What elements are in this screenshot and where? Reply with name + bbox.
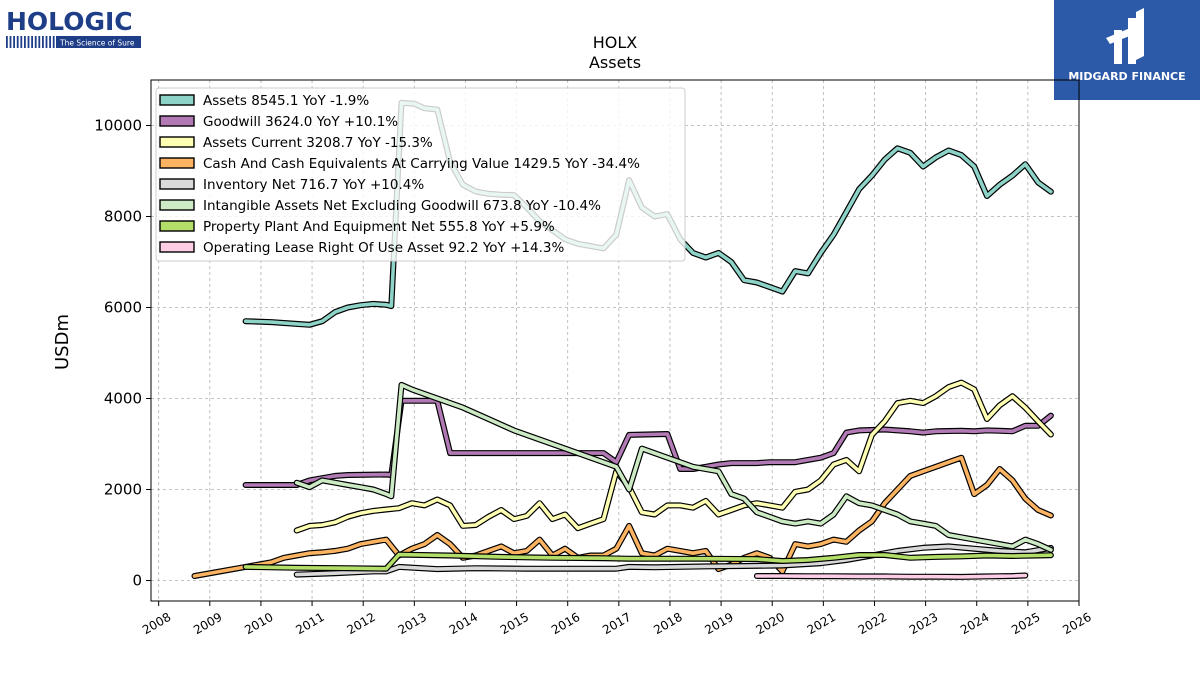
y-axis-label: USDm <box>52 314 73 370</box>
series-line-inventory-net <box>294 544 1053 577</box>
hologic-logo-wordmark: HOLOGIC <box>6 7 133 36</box>
legend-entry: Property Plant And Equipment Net 555.8 Y… <box>159 219 555 235</box>
hologic-logo-barcode <box>6 36 55 48</box>
hologic-logo: HOLOGIC The Science of Sure <box>4 4 154 52</box>
y-tick-label: 2000 <box>104 481 142 499</box>
y-tick-label: 4000 <box>104 390 142 408</box>
legend-swatch <box>159 220 195 232</box>
legend-entry: Intangible Assets Net Excluding Goodwill… <box>159 198 601 214</box>
hologic-tagline-bar <box>56 36 141 48</box>
series-property-plant-and-equipment-net <box>242 551 1054 572</box>
series-assets-current <box>293 379 1054 534</box>
legend-entry: Inventory Net 716.7 YoY +10.4% <box>159 177 424 193</box>
x-tick-label: 2016 <box>549 610 582 637</box>
legend-entry: Operating Lease Right Of Use Asset 92.2 … <box>159 240 564 256</box>
series-line-operating-lease-right-of-use-asset <box>755 573 1028 579</box>
x-tick-label: 2026 <box>1060 610 1093 637</box>
x-tick-label: 2015 <box>498 610 531 637</box>
series-intangible-assets-net-excluding-goodwill <box>293 381 1054 553</box>
series-cash-and-cash-equivalents-at-carrying-value <box>191 454 1054 579</box>
midgard-logo-emblem <box>1106 8 1144 64</box>
x-tick-label: 2024 <box>958 610 991 637</box>
series-line-property-plant-and-equipment-net <box>243 552 1053 571</box>
plot-frame <box>150 79 1080 602</box>
legend-swatch <box>159 115 195 127</box>
chart-subtitle: Assets <box>589 53 641 72</box>
legend-label: Assets 8545.1 YoY -1.9% <box>203 93 369 109</box>
series-line-cash-and-cash-equivalents-at-carrying-value <box>192 455 1053 578</box>
barcode-bar <box>6 36 8 48</box>
series-line-intangible-assets-net-excluding-goodwill <box>294 383 1053 552</box>
x-tick-label: 2009 <box>191 610 224 637</box>
x-tick-label: 2014 <box>447 610 480 637</box>
series-line-assets-current <box>294 380 1053 533</box>
series-goodwill <box>242 397 1054 488</box>
legend-swatch <box>159 241 195 253</box>
x-tick-label: 2022 <box>856 610 889 637</box>
legend-swatch <box>159 136 195 148</box>
midgard-logo-background <box>1054 0 1200 100</box>
legend-label: Goodwill 3624.0 YoY +10.1% <box>203 114 398 130</box>
x-tick-label: 2025 <box>1009 610 1042 637</box>
series-operating-lease-right-of-use-asset <box>753 572 1029 580</box>
barcode-bar <box>52 36 55 48</box>
series-outline-goodwill <box>242 397 1054 488</box>
barcode-bar <box>13 36 15 48</box>
series-inventory-net <box>293 543 1054 578</box>
y-tick-label: 0 <box>132 572 142 590</box>
legend-label: Operating Lease Right Of Use Asset 92.2 … <box>203 240 564 256</box>
y-tick-label: 10000 <box>94 117 142 135</box>
y-tick-label: 8000 <box>104 208 142 226</box>
legend-entry: Goodwill 3624.0 YoY +10.1% <box>159 114 398 130</box>
midgard-finance-logo: MIDGARD FINANCE <box>1054 0 1200 100</box>
x-tick-label: 2008 <box>140 610 173 637</box>
legend-swatch <box>159 94 195 106</box>
legend-label: Cash And Cash Equivalents At Carrying Va… <box>203 156 640 172</box>
barcode-bar <box>34 36 37 48</box>
legend-swatch <box>159 199 195 211</box>
barcode-bar <box>20 36 23 48</box>
x-tick-label: 2013 <box>396 610 429 637</box>
barcode-bar <box>49 36 51 48</box>
legend-swatch <box>159 178 195 190</box>
barcode-bar <box>31 36 33 48</box>
chart-legend: Assets 8545.1 YoY -1.9% Goodwill 3624.0 Y… <box>155 87 686 262</box>
legend-box <box>155 87 686 262</box>
y-axis: 0 2000 4000 6000 8000 10000 <box>94 117 151 590</box>
x-tick-label: 2023 <box>907 610 940 637</box>
legend-entry: Assets 8545.1 YoY -1.9% <box>159 93 369 109</box>
legend-label: Intangible Assets Net Excluding Goodwill… <box>203 198 601 214</box>
barcode-bar <box>27 36 30 48</box>
legend-entry: Assets Current 3208.7 YoY -15.3% <box>159 135 433 151</box>
barcode-bar <box>38 36 41 48</box>
hologic-tagline: The Science of Sure <box>59 39 135 48</box>
barcode-bar <box>9 36 12 48</box>
legend-label: Assets Current 3208.7 YoY -15.3% <box>203 135 433 151</box>
x-tick-label: 2012 <box>344 610 377 637</box>
legend-swatch <box>159 157 195 169</box>
midgard-logo-wordmark: MIDGARD FINANCE <box>1068 70 1185 83</box>
barcode-bar <box>16 36 19 48</box>
x-tick-label: 2020 <box>753 610 786 637</box>
barcode-bar <box>42 36 44 48</box>
chart-title: HOLX <box>593 33 638 52</box>
barcode-bar <box>24 36 26 48</box>
x-tick-label: 2011 <box>293 610 326 637</box>
legend-entry: Cash And Cash Equivalents At Carrying Va… <box>159 156 640 172</box>
x-tick-label: 2019 <box>702 610 735 637</box>
legend-label: Property Plant And Equipment Net 555.8 Y… <box>203 219 555 235</box>
legend-label: Inventory Net 716.7 YoY +10.4% <box>203 177 424 193</box>
x-tick-label: 2018 <box>651 610 684 637</box>
x-tick-label: 2010 <box>242 610 275 637</box>
x-tick-label: 2017 <box>600 610 633 637</box>
barcode-bar <box>45 36 48 48</box>
x-axis: 2008 2009 2010 2011 2012 2013 2014 2015 2016 2017… <box>140 601 1094 637</box>
x-tick-label: 2021 <box>805 610 838 637</box>
y-tick-label: 6000 <box>104 299 142 317</box>
